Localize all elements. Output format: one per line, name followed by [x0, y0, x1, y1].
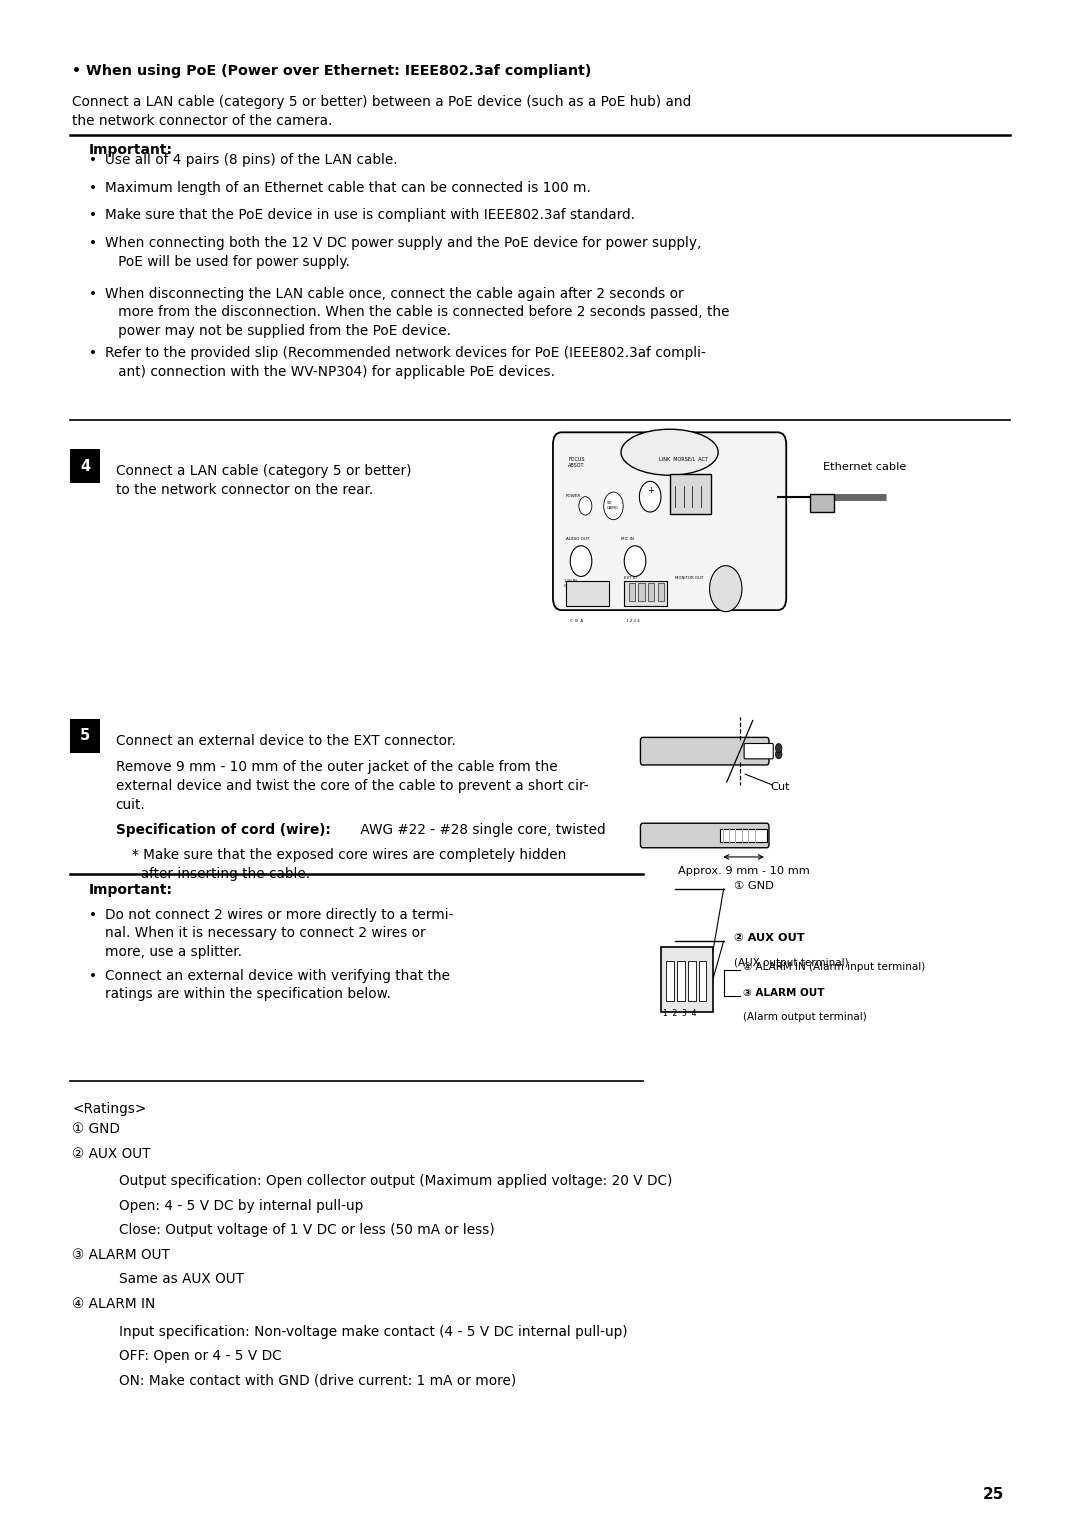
FancyBboxPatch shape [640, 823, 769, 848]
Text: 25: 25 [983, 1487, 1004, 1502]
Text: (AUX output terminal): (AUX output terminal) [734, 958, 849, 967]
Text: ④ ALARM IN: ④ ALARM IN [72, 1297, 156, 1311]
Text: •: • [89, 908, 96, 921]
Text: Close: Output voltage of 1 V DC or less (50 mA or less): Close: Output voltage of 1 V DC or less … [119, 1223, 495, 1237]
Text: AWG #22 - #28 single core, twisted: AWG #22 - #28 single core, twisted [356, 823, 606, 837]
Text: When disconnecting the LAN cable once, connect the cable again after 2 seconds o: When disconnecting the LAN cable once, c… [105, 287, 729, 337]
Text: •: • [89, 346, 96, 360]
Text: Important:: Important: [89, 143, 173, 156]
Text: Same as AUX OUT: Same as AUX OUT [119, 1272, 244, 1286]
Text: FOCUS
ABSOT: FOCUS ABSOT [568, 457, 584, 468]
Bar [666, 961, 674, 1001]
Text: ② AUX OUT: ② AUX OUT [72, 1147, 151, 1160]
Text: • When using PoE (Power over Ethernet: IEEE802.3af compliant): • When using PoE (Power over Ethernet: I… [72, 64, 592, 78]
Circle shape [579, 497, 592, 515]
Bar [677, 961, 685, 1001]
Text: •: • [89, 969, 96, 983]
Text: Output specification: Open collector output (Maximum applied voltage: 20 V DC): Output specification: Open collector out… [119, 1174, 672, 1188]
Circle shape [775, 744, 782, 753]
Circle shape [604, 492, 623, 520]
Bar [658, 583, 664, 601]
Text: Do not connect 2 wires or more directly to a termi-
nal. When it is necessary to: Do not connect 2 wires or more directly … [105, 908, 454, 958]
FancyBboxPatch shape [70, 449, 100, 483]
Text: 1  2  3  4: 1 2 3 4 [663, 1009, 697, 1018]
Text: Remove 9 mm - 10 mm of the outer jacket of the cable from the
external device an: Remove 9 mm - 10 mm of the outer jacket … [116, 760, 589, 812]
Text: ① GND: ① GND [734, 881, 774, 891]
Circle shape [775, 750, 782, 759]
FancyBboxPatch shape [553, 432, 786, 610]
Text: •: • [89, 287, 96, 300]
Circle shape [570, 546, 592, 576]
Circle shape [624, 546, 646, 576]
Text: LINK  MORSE/L  ACT: LINK MORSE/L ACT [659, 457, 707, 461]
Bar [648, 583, 654, 601]
Text: Ethernet cable: Ethernet cable [823, 461, 906, 472]
Text: Open: 4 - 5 V DC by internal pull-up: Open: 4 - 5 V DC by internal pull-up [119, 1199, 363, 1213]
FancyBboxPatch shape [744, 744, 773, 759]
Bar [688, 961, 696, 1001]
FancyBboxPatch shape [70, 719, 100, 753]
Text: Make sure that the PoE device in use is compliant with IEEE802.3af standard.: Make sure that the PoE device in use is … [105, 208, 635, 222]
Text: OFF: Open or 4 - 5 V DC: OFF: Open or 4 - 5 V DC [119, 1349, 282, 1363]
Text: Connect an external device with verifying that the
ratings are within the specif: Connect an external device with verifyin… [105, 969, 449, 1001]
Text: Maximum length of an Ethernet cable that can be connected is 100 m.: Maximum length of an Ethernet cable that… [105, 181, 591, 195]
Text: •: • [89, 236, 96, 250]
Text: Connect a LAN cable (category 5 or better) between a PoE device (such as a PoE h: Connect a LAN cable (category 5 or bette… [72, 95, 691, 127]
Text: ③ ALARM OUT: ③ ALARM OUT [72, 1248, 171, 1262]
Bar [670, 474, 711, 514]
Text: Input specification: Non-voltage make contact (4 - 5 V DC internal pull-up): Input specification: Non-voltage make co… [119, 1325, 627, 1338]
FancyBboxPatch shape [810, 494, 834, 512]
Text: Important:: Important: [89, 883, 173, 897]
Bar [720, 829, 767, 842]
Circle shape [639, 481, 661, 512]
Text: C  B  A: C B A [570, 619, 583, 624]
Text: AUDIO OUT: AUDIO OUT [566, 537, 590, 541]
Bar [566, 581, 609, 606]
Text: ① GND: ① GND [72, 1122, 120, 1136]
Text: Specification of cord (wire):: Specification of cord (wire): [116, 823, 330, 837]
Text: <Ratings>: <Ratings> [72, 1102, 147, 1116]
Text: ON: Make contact with GND (drive current: 1 mA or more): ON: Make contact with GND (drive current… [119, 1374, 516, 1387]
Ellipse shape [621, 429, 718, 475]
Text: POWER: POWER [566, 494, 581, 498]
Text: (Alarm output terminal): (Alarm output terminal) [743, 1012, 867, 1023]
Text: 4: 4 [80, 458, 91, 474]
Bar [629, 583, 635, 601]
Text: Use all of 4 pairs (8 pins) of the LAN cable.: Use all of 4 pairs (8 pins) of the LAN c… [105, 153, 397, 167]
Bar [638, 583, 645, 601]
Text: Refer to the provided slip (Recommended network devices for PoE (IEEE802.3af com: Refer to the provided slip (Recommended … [105, 346, 705, 379]
Text: •: • [89, 153, 96, 167]
Text: •: • [89, 208, 96, 222]
Text: ④ ALARM IN (Alarm input terminal): ④ ALARM IN (Alarm input terminal) [743, 961, 926, 972]
Text: 5: 5 [80, 728, 91, 744]
Text: MONITOR OUT: MONITOR OUT [675, 576, 703, 581]
Text: 12V IN
GND: 12V IN GND [564, 579, 577, 589]
Text: When connecting both the 12 V DC power supply and the PoE device for power suppl: When connecting both the 12 V DC power s… [105, 236, 701, 268]
Text: EXT IO: EXT IO [624, 576, 637, 581]
FancyBboxPatch shape [640, 737, 769, 765]
Text: Connect a LAN cable (category 5 or better)
to the network connector on the rear.: Connect a LAN cable (category 5 or bette… [116, 464, 411, 497]
Text: Connect an external device to the EXT connector.: Connect an external device to the EXT co… [116, 734, 456, 748]
Bar [661, 947, 713, 1012]
Text: * Make sure that the exposed core wires are completely hidden
  after inserting : * Make sure that the exposed core wires … [132, 848, 566, 880]
Circle shape [710, 566, 742, 612]
Text: +: + [647, 486, 653, 495]
Text: ② AUX OUT: ② AUX OUT [734, 934, 805, 943]
Bar [699, 961, 706, 1001]
Text: 1 2 3 4: 1 2 3 4 [626, 619, 640, 624]
Text: Approx. 9 mm - 10 mm: Approx. 9 mm - 10 mm [678, 866, 809, 877]
Text: ③ ALARM OUT: ③ ALARM OUT [743, 987, 824, 998]
Text: SD
CAMO: SD CAMO [607, 501, 619, 510]
Bar [624, 581, 667, 606]
Text: •: • [89, 181, 96, 195]
Text: MIC IN: MIC IN [621, 537, 634, 541]
Text: Cut: Cut [770, 782, 789, 793]
